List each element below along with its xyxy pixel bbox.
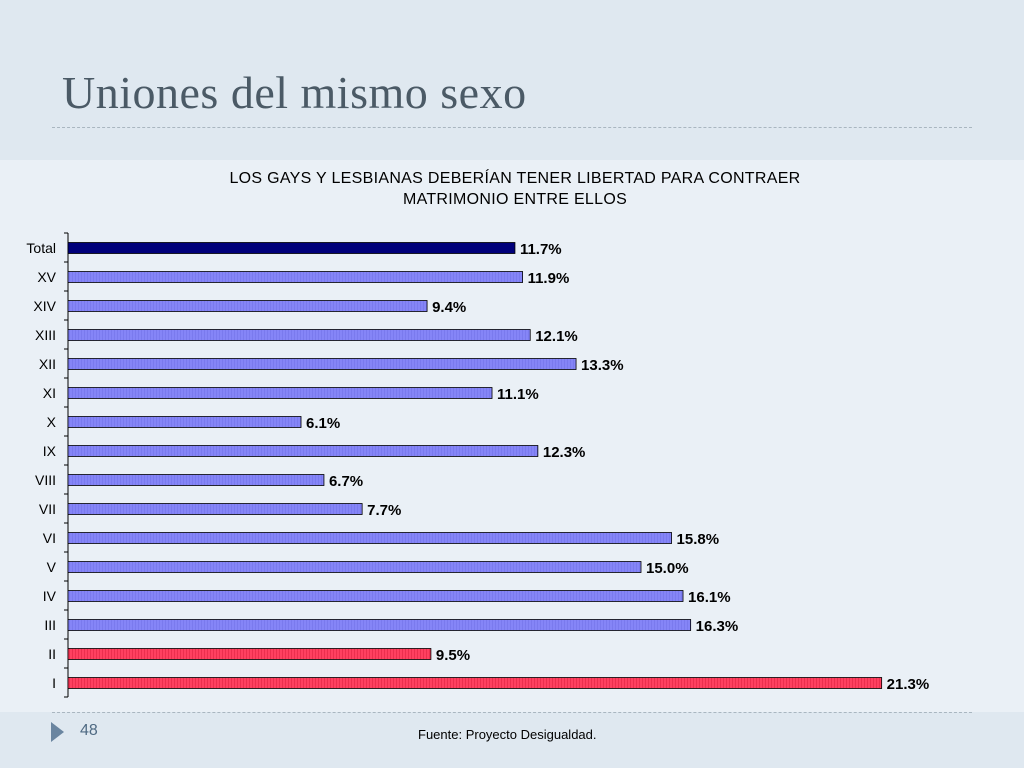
chart-title-line-2: MATRIMONIO ENTRE ELLOS: [402, 191, 628, 208]
bar-viii: [67, 474, 325, 486]
bar-ii: [67, 648, 432, 660]
data-label: 7.7%: [367, 502, 401, 519]
data-label: 6.7%: [329, 473, 363, 490]
bar-x: [67, 416, 302, 428]
bar-ix: [67, 445, 539, 457]
bar-vii: [67, 503, 363, 515]
data-label: 12.1%: [535, 328, 578, 345]
triangle-arrow-icon: [51, 722, 64, 742]
data-label: 15.8%: [677, 531, 720, 548]
category-label: XIV: [33, 298, 56, 314]
chart-title-line-1: LOS GAYS Y LESBIANAS DEBERÍAN TENER LIBE…: [229, 170, 801, 187]
data-label: 9.5%: [436, 647, 470, 664]
bar-iii: [67, 619, 692, 631]
category-label: III: [44, 617, 56, 633]
category-label: X: [47, 414, 57, 430]
bar-vi: [67, 532, 672, 544]
category-label: IV: [43, 588, 57, 604]
bar-xv: [67, 271, 523, 283]
bar-v: [67, 561, 642, 573]
source-note: Fuente: Proyecto Desigualdad.: [418, 727, 597, 742]
category-label: I: [52, 675, 56, 691]
bar-total: [67, 242, 516, 254]
category-label: VIII: [35, 472, 56, 488]
bar-iv: [67, 590, 684, 602]
slide-title: Uniones del mismo sexo: [62, 67, 527, 118]
data-label: 21.3%: [887, 676, 930, 693]
category-label: II: [48, 646, 56, 662]
category-label: XV: [37, 269, 56, 285]
bar-i: [67, 677, 883, 689]
category-label: V: [47, 559, 57, 575]
chart-title: LOS GAYS Y LESBIANAS DEBERÍAN TENER LIBE…: [130, 168, 900, 210]
data-label: 6.1%: [306, 415, 340, 432]
data-label: 12.3%: [543, 444, 586, 461]
footer-divider: [52, 712, 972, 713]
title-divider: [52, 127, 972, 128]
data-label: 11.9%: [528, 270, 570, 287]
data-label: 15.0%: [646, 560, 689, 577]
category-label: IX: [43, 443, 57, 459]
category-label: Total: [26, 240, 56, 256]
category-label: VII: [39, 501, 56, 517]
data-label: 16.1%: [688, 589, 731, 606]
bar-xi: [67, 387, 493, 399]
category-label: XI: [43, 385, 56, 401]
data-label: 13.3%: [581, 357, 624, 374]
bar-xiii: [67, 329, 531, 341]
data-label: 11.1%: [497, 386, 539, 403]
data-label: 9.4%: [432, 299, 466, 316]
data-label: 11.7%: [520, 241, 562, 258]
category-label: XIII: [35, 327, 56, 343]
category-label: VI: [43, 530, 56, 546]
bar-xiv: [67, 300, 428, 312]
category-label: XII: [39, 356, 56, 372]
data-label: 16.3%: [696, 618, 739, 635]
bar-xii: [67, 358, 577, 370]
slide-header-background: [0, 0, 1024, 160]
page-number: 48: [80, 722, 98, 739]
